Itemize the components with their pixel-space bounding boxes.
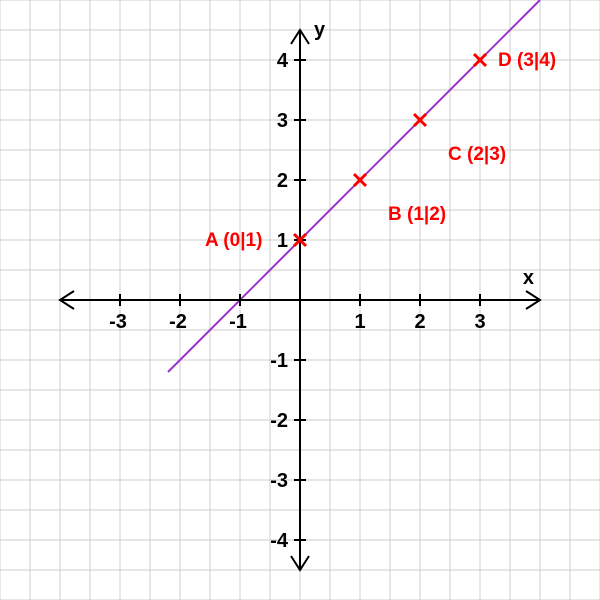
point-c-label: C (2|3): [448, 144, 506, 165]
y-tick-label: 2: [277, 170, 288, 192]
y-tick-label: -4: [270, 530, 289, 552]
x-tick-label: 3: [474, 311, 485, 333]
point-b-label: B (1|2): [388, 204, 446, 225]
y-axis-label: y: [314, 19, 326, 41]
coordinate-plane: x y -3 -2 -1 1 2 3 -4 -3 -2 -1 1 2 3 4 A (0|1) B (1|2) C (…: [0, 0, 600, 600]
y-tick-label: -3: [270, 470, 288, 492]
y-tick-label: 1: [277, 230, 288, 252]
y-tick-label: -2: [270, 410, 288, 432]
x-axis-label: x: [523, 267, 534, 289]
point-d-label: D (3|4): [498, 50, 556, 71]
x-tick-label: -2: [169, 311, 187, 333]
y-tick-label: 3: [277, 110, 288, 132]
x-tick-label: 2: [414, 311, 425, 333]
x-tick-label: -3: [109, 311, 127, 333]
y-tick-label: 4: [277, 50, 289, 72]
x-tick-label: -1: [229, 311, 247, 333]
y-tick-label: -1: [270, 350, 288, 372]
point-a-label: A (0|1): [205, 230, 262, 251]
x-tick-label: 1: [354, 311, 365, 333]
